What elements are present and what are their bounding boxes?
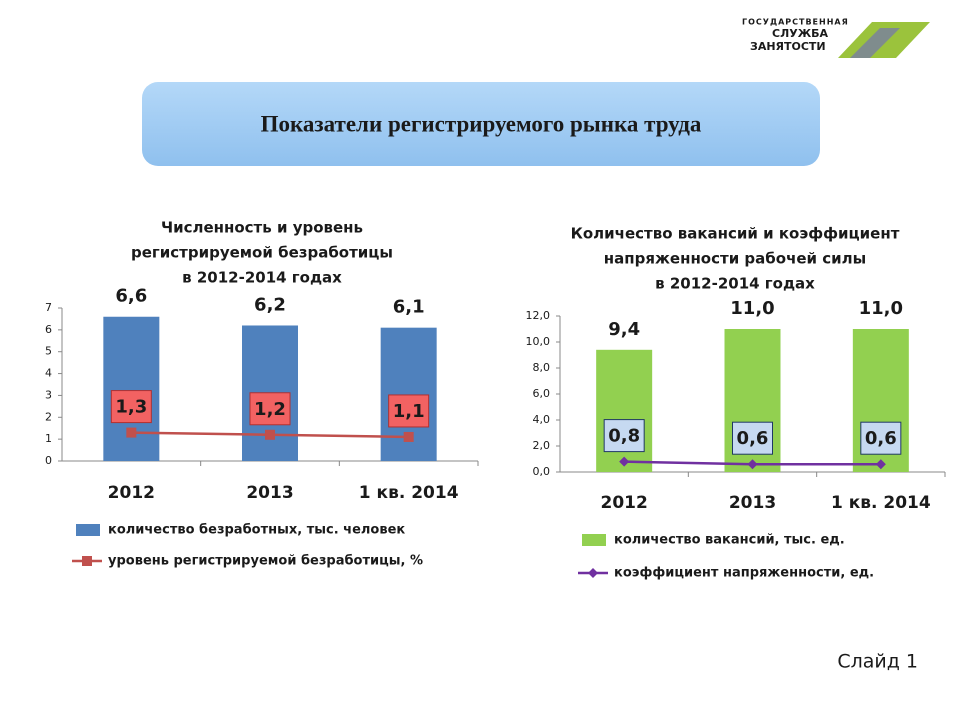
- logo-text: ЗАНЯТОСТИ: [750, 40, 826, 53]
- value-label-box: [110, 390, 152, 424]
- y-tick-label: 6: [45, 323, 52, 336]
- legend-swatch: [582, 534, 606, 546]
- legend-label: коэффициент напряженности, ед.: [614, 566, 874, 581]
- x-tick-label: 2012: [108, 483, 155, 503]
- chart-title: в 2012-2014 годах: [182, 269, 342, 287]
- logo-text: ГОСУДАРСТВЕННАЯ: [742, 18, 849, 27]
- line-marker: [126, 427, 137, 438]
- x-tick-label: 2013: [729, 493, 776, 513]
- line-marker: [619, 456, 630, 467]
- y-tick-label: 1: [45, 432, 52, 445]
- y-tick-label: 0,0: [533, 465, 551, 478]
- logo: ГОСУДАРСТВЕННАЯ СЛУЖБА ЗАНЯТОСТИ: [742, 18, 930, 58]
- bar: [103, 316, 160, 461]
- value-label: 6,1: [393, 297, 425, 318]
- x-tick-label: 1 кв. 2014: [359, 483, 459, 503]
- legend-label: уровень регистрируемой безработицы, %: [108, 554, 423, 569]
- y-tick-label: 5: [45, 345, 52, 358]
- y-tick-label: 7: [45, 301, 52, 314]
- value-label-box: [860, 421, 902, 455]
- x-tick-label: 1 кв. 2014: [831, 493, 931, 513]
- y-tick-label: 6,0: [533, 387, 551, 400]
- chart-title: напряженности рабочей силы: [604, 250, 866, 268]
- value-label-box: [388, 394, 430, 428]
- value-label: 9,4: [608, 319, 640, 340]
- value-label: 11,0: [859, 298, 903, 319]
- x-tick-label: 2012: [601, 493, 648, 513]
- legend-swatch: [76, 524, 100, 536]
- x-tick-label: 2013: [246, 483, 293, 503]
- line-marker: [747, 459, 758, 470]
- legend-label: количество вакансий, тыс. ед.: [614, 533, 845, 548]
- y-tick-label: 2,0: [533, 439, 551, 452]
- line-marker: [265, 429, 275, 440]
- chart-title: в 2012-2014 годах: [655, 275, 815, 293]
- value-label: 6,6: [115, 286, 147, 307]
- legend-marker: [588, 568, 598, 578]
- value-label-box: [249, 392, 291, 426]
- y-tick-label: 8,0: [533, 361, 551, 374]
- value-label-box: [732, 421, 773, 455]
- y-tick-label: 12,0: [526, 309, 551, 322]
- slide-number: Слайд 1: [837, 651, 918, 673]
- value-label: 1,2: [254, 399, 286, 420]
- line-marker: [403, 431, 414, 442]
- chart-title: Численность и уровень: [161, 219, 363, 237]
- value-label: 1,1: [393, 401, 425, 422]
- legend-marker: [82, 556, 92, 566]
- y-tick-label: 4: [45, 367, 52, 380]
- line-marker: [875, 459, 886, 470]
- value-label: 0,8: [608, 426, 640, 447]
- bar: [596, 349, 653, 472]
- header-title: Показатели регистрируемого рынка труда: [261, 111, 702, 136]
- logo-shape: [850, 28, 900, 58]
- logo-text: СЛУЖБА: [772, 27, 829, 40]
- value-label-box: [603, 419, 645, 453]
- legend-label: количество безработных, тыс. человек: [108, 523, 405, 538]
- value-label: 1,3: [115, 397, 147, 418]
- value-label: 11,0: [730, 298, 774, 319]
- y-tick-label: 10,0: [526, 335, 551, 348]
- value-label: 6,2: [254, 294, 286, 315]
- y-tick-label: 2: [45, 410, 52, 423]
- chart-title: Количество вакансий и коэффициент: [571, 225, 900, 243]
- value-label: 0,6: [737, 428, 769, 449]
- value-label: 0,6: [865, 428, 897, 449]
- chart-title: регистрируемой безработицы: [131, 244, 393, 262]
- header-box: [142, 82, 820, 166]
- y-tick-label: 0: [45, 454, 52, 467]
- y-tick-label: 4,0: [533, 413, 551, 426]
- y-tick-label: 3: [45, 388, 52, 401]
